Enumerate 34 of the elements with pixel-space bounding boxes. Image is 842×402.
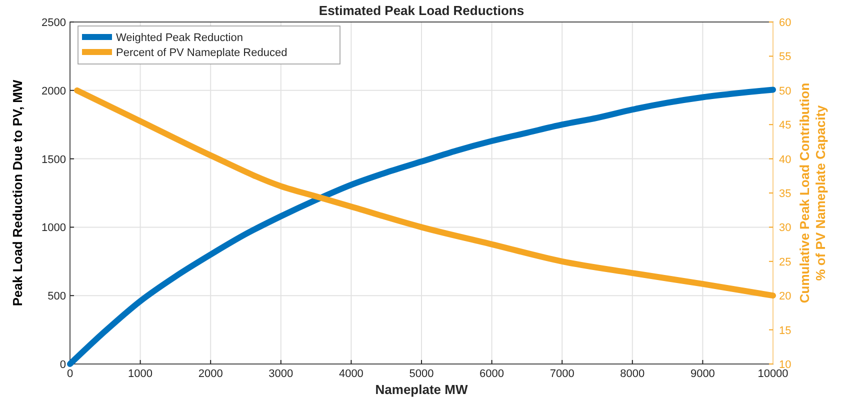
y2-tick-label: 15 bbox=[779, 324, 792, 337]
y-tick-label: 1500 bbox=[42, 154, 66, 166]
chart-title: Estimated Peak Load Reductions bbox=[318, 3, 524, 18]
y2-tick-label: 45 bbox=[779, 120, 792, 132]
y-tick-label: 2000 bbox=[42, 85, 66, 98]
x-tick-label: 5000 bbox=[409, 368, 434, 380]
x-tick-label: 6000 bbox=[480, 368, 504, 380]
x-tick-label: 7000 bbox=[550, 368, 574, 380]
x-tick-label: 1000 bbox=[128, 368, 153, 380]
x-tick-label: 4000 bbox=[338, 368, 364, 380]
y-tick-label: 500 bbox=[48, 290, 66, 303]
legend-label: Percent of PV Nameplate Reduced bbox=[116, 47, 288, 59]
x-axis-title: Nameplate MW bbox=[375, 382, 468, 397]
y-tick-label: 0 bbox=[60, 359, 66, 371]
x-tick-label: 0 bbox=[66, 368, 74, 380]
y-tick-label: 1000 bbox=[42, 222, 66, 234]
y2-tick-label: 10 bbox=[779, 359, 792, 371]
x-tick-label: 3000 bbox=[268, 368, 294, 380]
y2-tick-label: 30 bbox=[779, 222, 792, 234]
y2-tick-label: 55 bbox=[779, 51, 792, 64]
y2-tick-label: 50 bbox=[779, 85, 792, 98]
x-tick-label: 9000 bbox=[690, 368, 715, 380]
y2-tick-label: 20 bbox=[779, 290, 792, 303]
y2-tick-label: 25 bbox=[779, 256, 792, 268]
y2-tick-label: 60 bbox=[779, 17, 792, 29]
y2-tick-label: 35 bbox=[779, 188, 792, 200]
y-tick-label: 2500 bbox=[42, 17, 66, 29]
y2-axis-title: Cumulative Peak Load Contribution % of PV Nameplate Capacity bbox=[797, 82, 828, 304]
legend-label: Weighted Peak Reduction bbox=[116, 32, 243, 44]
x-tick-label: 10000 bbox=[758, 368, 788, 380]
y-axis-title: Peak Load Reduction Due to PV, MW bbox=[10, 79, 25, 306]
x-tick-label: 8000 bbox=[620, 368, 645, 380]
x-tick-label: 2000 bbox=[198, 368, 223, 380]
y2-tick-label: 40 bbox=[779, 154, 792, 166]
